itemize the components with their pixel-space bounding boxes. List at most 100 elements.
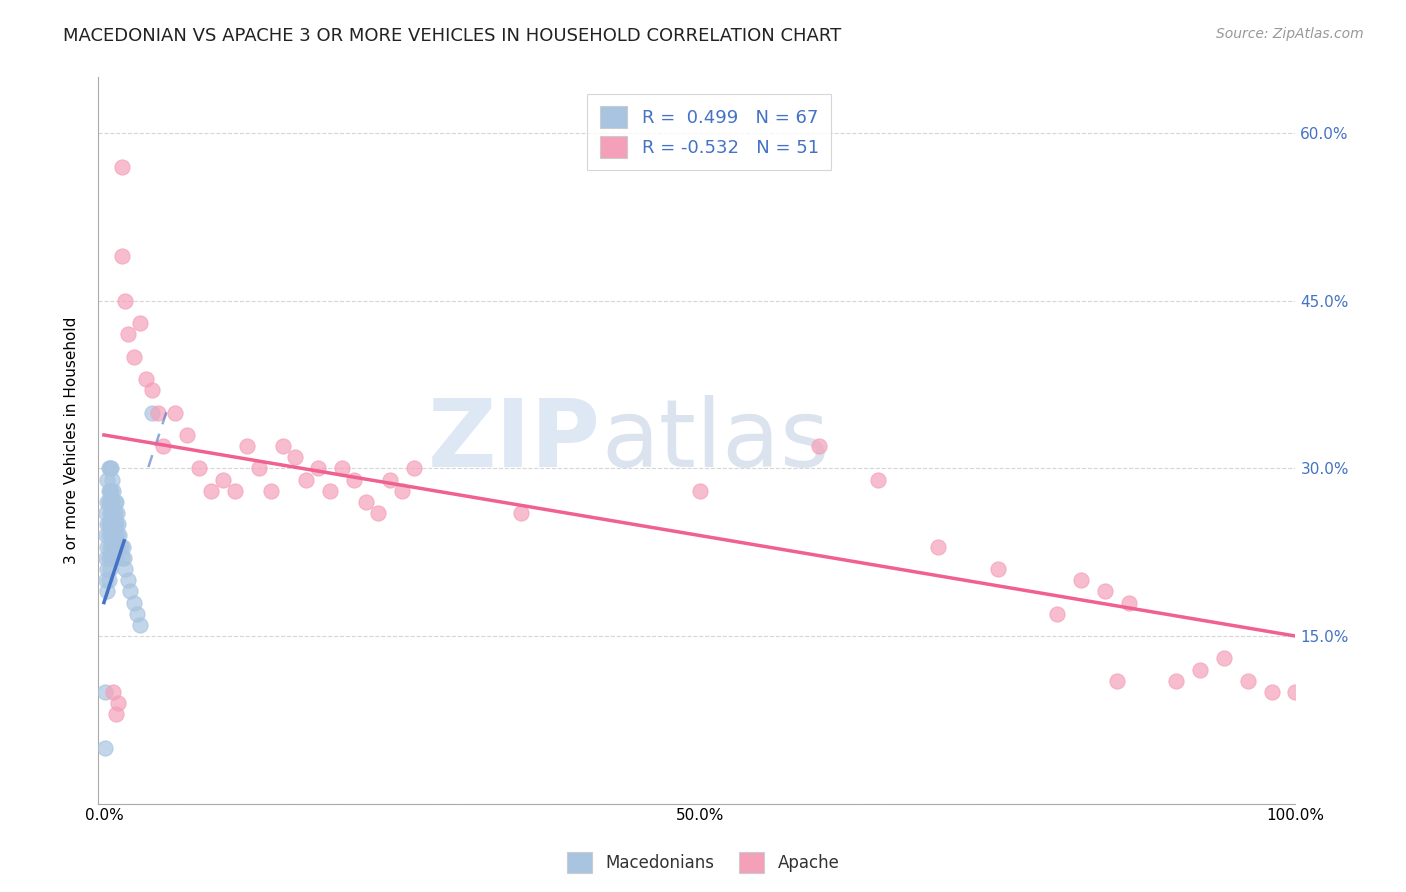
Point <box>104 517 127 532</box>
Point <box>141 406 163 420</box>
Point <box>101 506 124 520</box>
Point <box>236 439 259 453</box>
Point <box>165 406 187 420</box>
Point <box>108 528 131 542</box>
Point <box>97 517 120 532</box>
Point <box>1046 607 1069 621</box>
Point <box>104 528 127 542</box>
Text: MACEDONIAN VS APACHE 3 OR MORE VEHICLES IN HOUSEHOLD CORRELATION CHART: MACEDONIAN VS APACHE 3 OR MORE VEHICLES … <box>63 27 842 45</box>
Point <box>103 506 125 520</box>
Point <box>94 740 117 755</box>
Point <box>1284 685 1306 699</box>
Point <box>224 483 246 498</box>
Point <box>111 249 134 263</box>
Point <box>1189 663 1212 677</box>
Point <box>100 483 122 498</box>
Y-axis label: 3 or more Vehicles in Household: 3 or more Vehicles in Household <box>65 317 79 565</box>
Point <box>104 495 127 509</box>
Point <box>98 517 121 532</box>
Point <box>927 540 949 554</box>
Point <box>1070 573 1092 587</box>
Point <box>98 506 121 520</box>
Point <box>103 685 125 699</box>
Point <box>104 506 127 520</box>
Point <box>101 528 124 542</box>
Point <box>307 461 329 475</box>
Point <box>152 439 174 453</box>
Point <box>103 517 125 532</box>
Point <box>135 372 157 386</box>
Point <box>1118 595 1140 609</box>
Point <box>96 550 118 565</box>
Text: ZIP: ZIP <box>427 394 600 486</box>
Point <box>96 528 118 542</box>
Point <box>94 685 117 699</box>
Point <box>96 506 118 520</box>
Point <box>295 473 318 487</box>
Point <box>128 618 150 632</box>
Point <box>100 461 122 475</box>
Legend: Macedonians, Apache: Macedonians, Apache <box>560 846 846 880</box>
Point <box>319 483 342 498</box>
Point <box>107 696 129 710</box>
Point <box>103 528 125 542</box>
Point <box>97 495 120 509</box>
Point <box>114 562 136 576</box>
Point <box>146 406 169 420</box>
Point <box>114 293 136 308</box>
Point <box>97 550 120 565</box>
Point <box>391 483 413 498</box>
Point <box>98 461 121 475</box>
Point <box>97 573 120 587</box>
Point <box>271 439 294 453</box>
Legend: R =  0.499   N = 67, R = -0.532   N = 51: R = 0.499 N = 67, R = -0.532 N = 51 <box>588 94 831 170</box>
Point <box>1094 584 1116 599</box>
Point <box>96 517 118 532</box>
Point <box>188 461 211 475</box>
Point <box>343 473 366 487</box>
Point <box>101 517 124 532</box>
Point <box>378 473 401 487</box>
Point <box>104 707 127 722</box>
Point <box>402 461 425 475</box>
Point <box>104 495 127 509</box>
Text: Source: ZipAtlas.com: Source: ZipAtlas.com <box>1216 27 1364 41</box>
Point <box>98 483 121 498</box>
Point <box>128 316 150 330</box>
Point <box>105 528 128 542</box>
Point <box>98 562 121 576</box>
Point <box>1166 673 1188 688</box>
Point <box>200 483 222 498</box>
Point <box>247 461 270 475</box>
Point <box>103 483 125 498</box>
Point <box>96 562 118 576</box>
Point <box>330 461 353 475</box>
Point <box>96 473 118 487</box>
Point <box>97 483 120 498</box>
Point <box>105 506 128 520</box>
Point <box>96 573 118 587</box>
Point <box>122 350 145 364</box>
Point <box>112 550 135 565</box>
Point <box>111 550 134 565</box>
Point <box>212 473 235 487</box>
Point <box>107 517 129 532</box>
Point <box>1105 673 1128 688</box>
Point <box>96 495 118 509</box>
Point <box>101 473 124 487</box>
Point <box>100 528 122 542</box>
Point <box>104 517 127 532</box>
Point <box>103 540 125 554</box>
Point <box>987 562 1010 576</box>
Point <box>100 495 122 509</box>
Point <box>117 573 139 587</box>
Point <box>284 450 307 465</box>
Point <box>111 160 134 174</box>
Point <box>96 540 118 554</box>
Point <box>97 528 120 542</box>
Point <box>689 483 711 498</box>
Point <box>868 473 890 487</box>
Point <box>127 607 149 621</box>
Point <box>510 506 533 520</box>
Point <box>1236 673 1258 688</box>
